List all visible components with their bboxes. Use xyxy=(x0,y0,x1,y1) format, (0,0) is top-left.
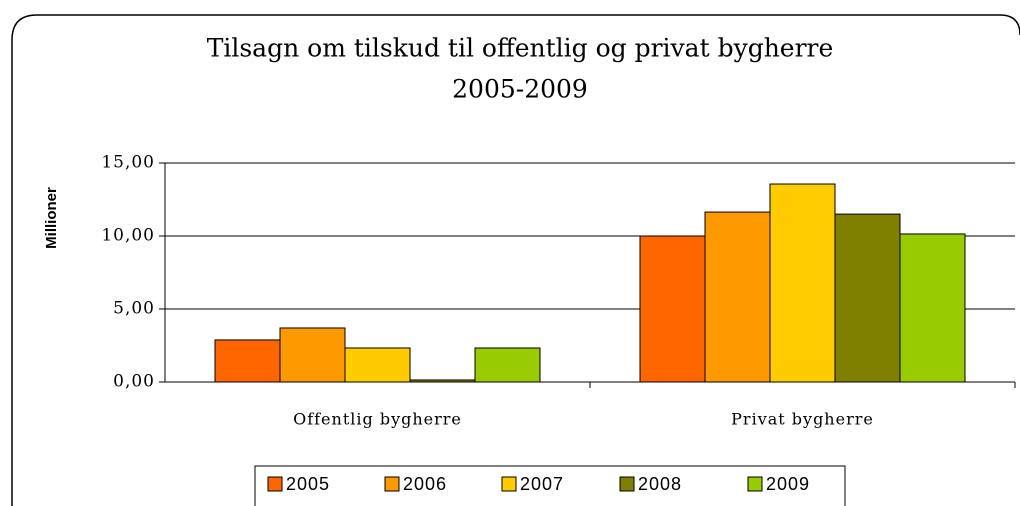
legend-label: 2007 xyxy=(520,474,564,494)
legend-swatch xyxy=(501,476,517,492)
bar xyxy=(474,347,541,383)
bar xyxy=(214,339,281,383)
y-tick-label: 10,00 xyxy=(101,226,155,246)
legend-swatch xyxy=(384,476,400,492)
legend-swatch xyxy=(267,476,283,492)
legend-swatch xyxy=(747,476,763,492)
bar xyxy=(639,235,706,383)
bar xyxy=(899,233,966,383)
legend-label: 2005 xyxy=(286,474,330,494)
chart-title: Tilsagn om tilskud til offentlig og priv… xyxy=(207,34,834,63)
legend-swatch xyxy=(619,476,635,492)
x-tick-label: Privat bygherre xyxy=(731,410,874,429)
bar xyxy=(344,347,411,383)
bar xyxy=(704,211,771,383)
y-tick-label: 15,00 xyxy=(101,153,155,173)
bar xyxy=(409,379,476,383)
chart-title: 2005-2009 xyxy=(452,75,588,104)
legend-label: 2009 xyxy=(766,474,810,494)
bar xyxy=(279,327,346,383)
x-tick-label: Offentlig bygherre xyxy=(293,410,462,429)
y-tick-label: 5,00 xyxy=(113,299,155,319)
legend xyxy=(254,465,846,506)
chart-frame xyxy=(11,14,1020,506)
y-axis-label: Millioner xyxy=(43,187,60,249)
y-tick-label: 0,00 xyxy=(113,372,155,392)
legend-label: 2006 xyxy=(403,474,447,494)
bar xyxy=(769,183,836,383)
legend-label: 2008 xyxy=(638,474,682,494)
bar xyxy=(834,213,901,383)
